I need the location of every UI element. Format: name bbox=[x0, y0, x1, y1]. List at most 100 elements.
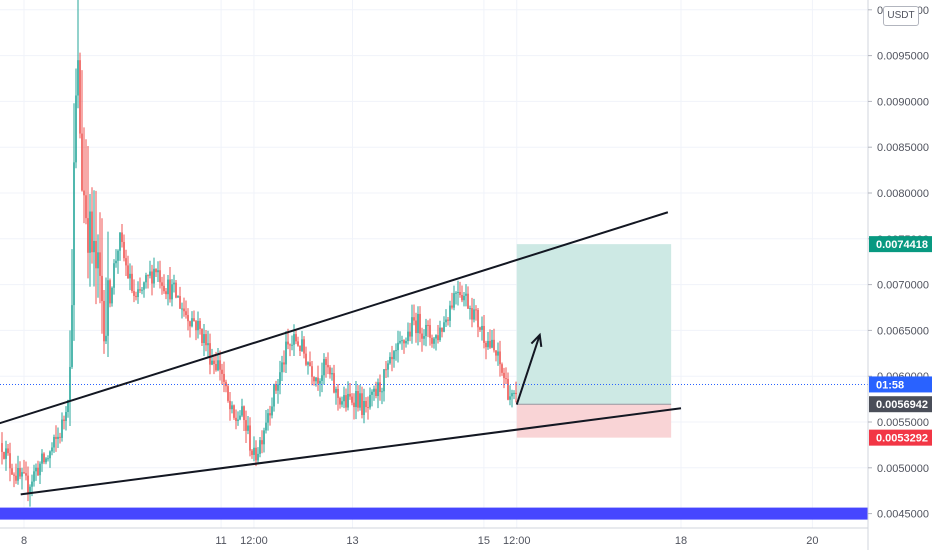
candle-body bbox=[301, 339, 303, 351]
candle bbox=[147, 274, 149, 289]
price-tag: 0.0074418 bbox=[869, 236, 932, 253]
candle-body bbox=[167, 279, 169, 295]
candle-body bbox=[417, 313, 419, 334]
candle-body bbox=[449, 305, 451, 321]
candle bbox=[499, 340, 501, 377]
candle bbox=[445, 309, 447, 327]
candle-body bbox=[115, 260, 117, 264]
candle bbox=[409, 322, 411, 342]
candle bbox=[453, 285, 455, 311]
candle bbox=[513, 390, 515, 400]
candle-body bbox=[11, 468, 13, 475]
candle-body bbox=[67, 400, 69, 412]
candle bbox=[71, 249, 73, 369]
candle-body bbox=[147, 275, 149, 277]
candle-body bbox=[273, 384, 275, 407]
candle-body bbox=[335, 388, 337, 393]
candle bbox=[105, 277, 107, 345]
candle-body bbox=[233, 405, 235, 418]
candle bbox=[61, 412, 63, 442]
candle-body bbox=[189, 321, 191, 327]
candle bbox=[475, 305, 477, 321]
candle-body bbox=[49, 451, 51, 459]
candle-body bbox=[135, 295, 137, 298]
candle-body bbox=[329, 367, 331, 375]
candle-body bbox=[131, 273, 133, 292]
candle bbox=[505, 367, 507, 385]
bottom-price-band bbox=[0, 507, 868, 520]
candle-body bbox=[255, 447, 257, 461]
candle-body bbox=[295, 334, 297, 342]
candle bbox=[73, 103, 75, 341]
candle bbox=[43, 452, 45, 465]
candle-body bbox=[409, 331, 411, 337]
arrow-shaft bbox=[515, 334, 541, 405]
candle-body bbox=[27, 475, 29, 494]
candle bbox=[13, 472, 15, 488]
candle bbox=[195, 320, 197, 341]
lower-trendline bbox=[20, 407, 682, 496]
candle bbox=[481, 316, 483, 341]
candle-body bbox=[499, 351, 501, 365]
price-tags: 0.0074418 01:58 0.0056942 0.0053292 bbox=[869, 236, 932, 446]
candle bbox=[483, 315, 485, 349]
candle-body bbox=[81, 133, 83, 191]
candle bbox=[337, 383, 339, 411]
candle-body bbox=[403, 340, 405, 344]
candle bbox=[183, 297, 185, 317]
candle-body bbox=[253, 447, 255, 455]
candle-body bbox=[53, 436, 55, 448]
candle-body bbox=[61, 419, 63, 438]
candle-body bbox=[457, 291, 459, 293]
x-tick-label: 15 bbox=[478, 535, 490, 547]
currency-label[interactable]: USDT bbox=[883, 6, 919, 26]
candle bbox=[357, 385, 359, 412]
candle-body bbox=[119, 232, 121, 251]
candle-body bbox=[387, 363, 389, 370]
candle bbox=[355, 381, 357, 420]
candle-body bbox=[143, 282, 145, 290]
candle-body bbox=[43, 453, 45, 463]
candle-body bbox=[323, 359, 325, 376]
candle bbox=[39, 461, 41, 485]
candle-body bbox=[263, 430, 265, 445]
candle bbox=[493, 328, 495, 353]
candle bbox=[359, 384, 361, 411]
candle bbox=[269, 405, 271, 426]
candle-body bbox=[311, 366, 313, 377]
candle bbox=[377, 378, 379, 409]
candle bbox=[99, 212, 101, 304]
candle bbox=[365, 397, 367, 413]
candle bbox=[331, 367, 333, 381]
candle bbox=[447, 316, 449, 326]
candle-body bbox=[459, 291, 461, 295]
target-zone bbox=[516, 244, 672, 405]
candle bbox=[97, 234, 99, 298]
candle-body bbox=[367, 407, 369, 409]
candle-body bbox=[99, 252, 101, 276]
y-tick-label: 0.0070000 bbox=[877, 280, 929, 292]
candle bbox=[369, 387, 371, 410]
candle-body bbox=[371, 391, 373, 395]
candle bbox=[199, 318, 201, 335]
candle-body bbox=[331, 373, 333, 375]
candle-body bbox=[481, 325, 483, 330]
candle-body bbox=[507, 378, 509, 400]
candle bbox=[425, 318, 427, 347]
candle-body bbox=[377, 382, 379, 397]
candle-body bbox=[185, 311, 187, 316]
candle bbox=[133, 279, 135, 303]
candle bbox=[149, 260, 151, 279]
candle bbox=[267, 408, 269, 431]
candle-body bbox=[483, 325, 485, 343]
candle bbox=[265, 409, 267, 434]
candle-body bbox=[229, 400, 231, 410]
candle-body bbox=[149, 271, 151, 276]
candle bbox=[175, 279, 177, 299]
candle bbox=[57, 427, 59, 449]
candle-body bbox=[469, 308, 471, 310]
candle-body bbox=[137, 289, 139, 298]
candle bbox=[343, 386, 345, 409]
